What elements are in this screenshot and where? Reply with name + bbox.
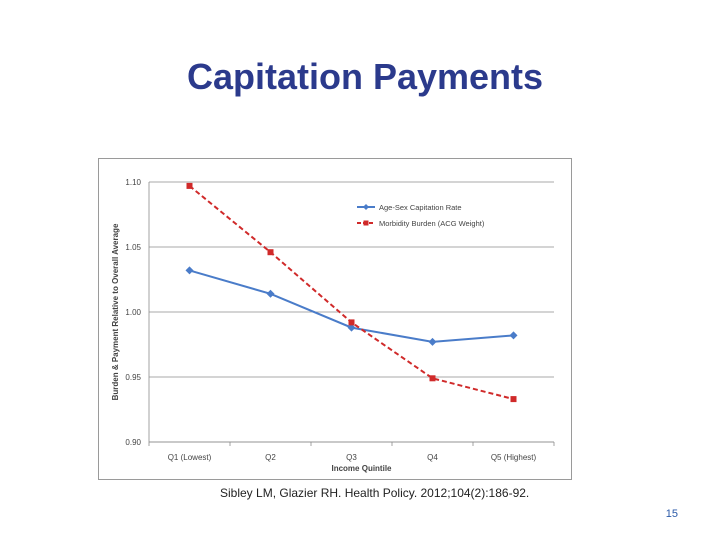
- page-number: 15: [665, 508, 678, 520]
- line-chart: 0.90 0.95 1.00 1.05 1.10 Q1 (Lowest) Q2 Q3 Q4 Q5 …: [111, 178, 555, 473]
- y-tick-label: 0.90: [125, 438, 141, 447]
- x-tick-label: Q1 (Lowest): [168, 453, 212, 462]
- slide-title: Capitation Payments: [186, 56, 544, 97]
- y-axis-title: Burden & Payment Relative to Overall Ave…: [111, 223, 120, 400]
- y-tick-label: 1.00: [125, 308, 141, 317]
- y-tick-label: 1.10: [125, 178, 141, 187]
- data-point-square: [348, 319, 355, 326]
- x-tick-label: Q5 (Highest): [491, 453, 537, 462]
- data-point-diamond: [428, 337, 437, 346]
- series-line-2: [188, 185, 514, 401]
- x-axis-title: Income Quintile: [331, 464, 392, 473]
- citation: Sibley LM, Glazier RH. Health Policy. 20…: [220, 486, 530, 500]
- data-point-diamond: [185, 266, 194, 275]
- data-point-square: [429, 375, 436, 382]
- legend-label: Morbidity Burden (ACG Weight): [379, 219, 485, 228]
- x-tick-label: Q4: [427, 453, 438, 462]
- x-tick-label: Q2: [265, 453, 276, 462]
- legend-marker: [363, 220, 369, 226]
- data-point-diamond: [347, 323, 356, 332]
- data-point-square: [186, 182, 193, 189]
- chart-frame: 0.90 0.95 1.00 1.05 1.10 Q1 (Lowest) Q2 Q3 Q4 Q5 …: [98, 158, 572, 480]
- y-tick-label: 0.95: [125, 373, 141, 382]
- data-point-diamond: [509, 331, 518, 340]
- y-tick-label: 1.05: [125, 243, 141, 252]
- legend-marker: [363, 204, 369, 210]
- legend-label: Age-Sex Capitation Rate: [379, 203, 462, 212]
- data-point-diamond: [266, 289, 275, 298]
- x-tick-label: Q3: [346, 453, 357, 462]
- data-point-square: [510, 396, 517, 403]
- data-point-square: [267, 249, 274, 256]
